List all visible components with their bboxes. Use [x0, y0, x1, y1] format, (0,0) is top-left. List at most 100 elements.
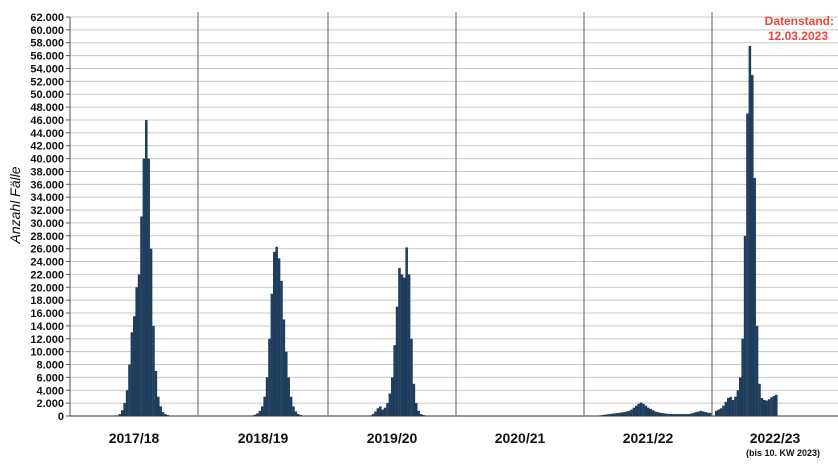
y-axis-label: Anzahl Fälle [7, 166, 23, 244]
y-tick-label: 42.000 [30, 141, 64, 153]
bar [285, 351, 288, 416]
annotation-datenstand-label: Datenstand: [765, 14, 834, 28]
bar [668, 414, 672, 416]
bar [724, 401, 728, 416]
bar [663, 413, 667, 416]
y-tick-label: 10.000 [30, 347, 64, 359]
bar [687, 414, 691, 416]
bar [709, 412, 712, 416]
bar [635, 405, 638, 416]
bar [772, 396, 776, 416]
bar [651, 410, 655, 416]
bar [753, 177, 756, 416]
x-category-note: (bis 10. KW 2023) [746, 448, 820, 458]
bar [289, 396, 293, 416]
y-tick-label: 8.000 [36, 360, 64, 372]
bar [736, 390, 740, 416]
bar [675, 414, 679, 416]
bar [391, 377, 394, 416]
bar [715, 410, 718, 416]
bar [154, 370, 158, 416]
bar [615, 413, 619, 416]
bar [680, 414, 684, 416]
bar [699, 410, 703, 416]
bar [152, 325, 155, 416]
bar [381, 409, 384, 416]
bar [123, 403, 126, 416]
bar [746, 113, 749, 416]
y-tick-label: 58.000 [30, 38, 64, 50]
bar [130, 332, 134, 416]
bar [149, 248, 153, 416]
y-tick-label: 14.000 [30, 321, 64, 333]
bar [287, 377, 290, 416]
bar [140, 216, 143, 416]
bar [659, 412, 662, 416]
bar [125, 390, 129, 416]
y-tick-label: 6.000 [36, 372, 64, 384]
bar [268, 338, 271, 416]
bar [606, 414, 609, 416]
bar [671, 414, 674, 416]
y-tick-label: 32.000 [30, 205, 64, 217]
annotation-datenstand-date: 12.03.2023 [768, 29, 828, 43]
bar [704, 412, 708, 416]
bar [297, 414, 300, 416]
y-tick-label: 62.000 [30, 12, 64, 24]
bar [767, 399, 771, 416]
bar [734, 396, 737, 416]
y-tick-label: 2.000 [36, 398, 64, 410]
bar [261, 406, 264, 416]
bar [161, 412, 165, 416]
y-tick-label: 44.000 [30, 128, 64, 140]
bar [147, 158, 150, 417]
bar [400, 274, 404, 416]
y-tick-label: 20.000 [30, 282, 64, 294]
bar [405, 247, 408, 416]
y-tick-label: 52.000 [30, 76, 64, 88]
bar [717, 409, 720, 416]
bar [256, 413, 259, 416]
bar [758, 383, 761, 416]
y-tick-label: 38.000 [30, 166, 64, 178]
y-tick-label: 34.000 [30, 192, 64, 204]
bar [683, 414, 686, 416]
y-tick-label: 16.000 [30, 308, 64, 320]
bar [121, 410, 124, 416]
y-tick-label: 40.000 [30, 154, 64, 166]
bar [623, 412, 626, 416]
bar [398, 267, 401, 416]
bar [741, 338, 744, 416]
bar [415, 403, 418, 416]
bar [639, 402, 643, 416]
bar [765, 400, 768, 416]
bar [412, 383, 416, 416]
bar [275, 246, 278, 416]
bar [656, 412, 660, 416]
y-tick-label: 54.000 [30, 63, 64, 75]
bar [722, 405, 725, 416]
bar [666, 413, 669, 416]
bar [393, 345, 396, 416]
bar [642, 403, 645, 416]
bar [702, 411, 705, 416]
bar [775, 394, 778, 416]
bar [630, 409, 633, 416]
bar [419, 414, 423, 416]
bar [678, 414, 681, 416]
y-tick-label: 46.000 [30, 115, 64, 127]
bar [727, 397, 730, 416]
y-tick-label: 48.000 [30, 102, 64, 114]
y-tick-label: 26.000 [30, 244, 64, 256]
y-tick-label: 36.000 [30, 179, 64, 191]
y-tick-label: 28.000 [30, 231, 64, 243]
bar [661, 413, 664, 416]
x-category-label: 2021/22 [623, 430, 674, 446]
bar [371, 414, 375, 416]
y-tick-label: 50.000 [30, 89, 64, 101]
bar [729, 396, 732, 416]
bar [755, 325, 759, 416]
bar [697, 411, 700, 416]
